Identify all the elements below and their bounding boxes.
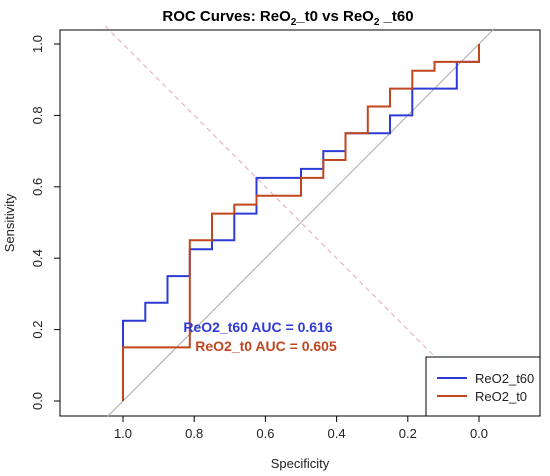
y-tick-label: 0.2 [30,321,45,339]
auc-label-reo2-t60: ReO2_t60 AUC = 0.616 [183,319,332,335]
x-tick-label: 0.2 [399,426,417,441]
y-tick-label: 0.0 [30,392,45,410]
y-tick-label: 0.6 [30,178,45,196]
x-tick-label: 0.4 [328,426,346,441]
x-axis-title: Specificity [271,456,330,471]
x-tick-label: 0.6 [256,426,274,441]
auc-label-reo2-t0: ReO2_t0 AUC = 0.605 [195,338,337,354]
x-tick-label: 0.0 [470,426,488,441]
x-tick-label: 0.8 [185,426,203,441]
legend-label: ReO2_t0 [475,389,527,404]
roc-curve-reo2-t0 [122,44,480,401]
roc-curve-reo2-t60 [122,44,480,401]
chance-diagonal [107,28,495,417]
legend-label: ReO2_t60 [475,371,534,386]
legend: ReO2_t60 ReO2_t0 [425,356,541,417]
legend-box [425,356,541,417]
x-axis: 1.0 0.8 0.6 0.4 0.2 0.0 [114,415,488,441]
y-tick-label: 1.0 [30,35,45,53]
chart-title: ROC Curves: ReO2_t0 vs ReO2 _t60 [162,8,413,28]
y-tick-label: 0.8 [30,106,45,124]
dashed-crossing-line [104,25,491,413]
y-axis: 0.0 0.2 0.4 0.6 0.8 1.0 [30,35,61,410]
x-tick-label: 1.0 [114,426,132,441]
y-tick-label: 0.4 [30,249,45,267]
y-axis-title: Sensitivity [2,193,17,252]
